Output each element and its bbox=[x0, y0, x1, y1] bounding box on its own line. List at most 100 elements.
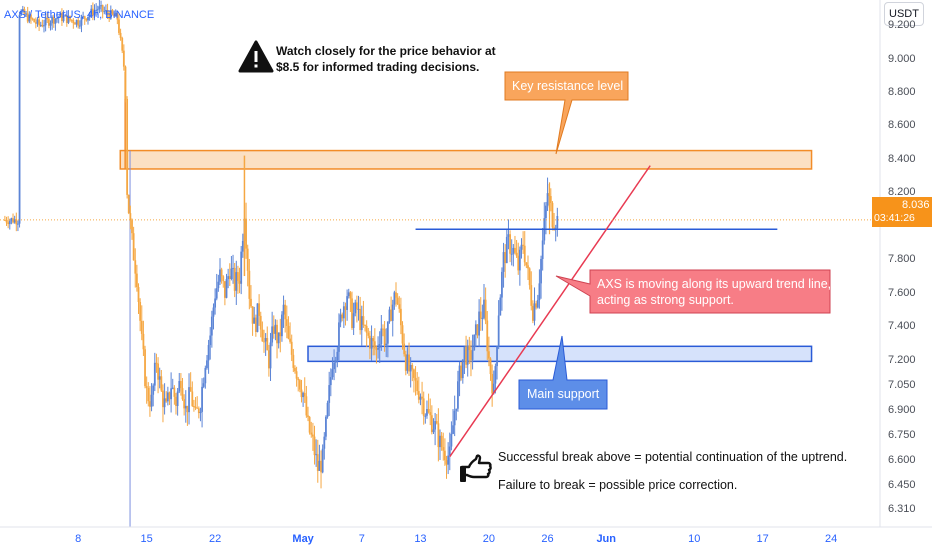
candle-body bbox=[166, 392, 169, 402]
candle-body bbox=[21, 9, 24, 12]
candle-body bbox=[196, 407, 199, 409]
candle-body bbox=[28, 14, 31, 22]
candle-body bbox=[390, 309, 393, 321]
candle-body bbox=[258, 303, 261, 316]
candle-body bbox=[373, 341, 376, 349]
candle-body bbox=[41, 24, 44, 27]
candle-body bbox=[241, 241, 244, 252]
candle-body bbox=[496, 346, 498, 367]
candle-body bbox=[435, 421, 438, 424]
candle-body bbox=[168, 392, 171, 400]
candle-body bbox=[266, 338, 269, 351]
candle-body bbox=[439, 435, 441, 448]
candle-body bbox=[82, 16, 85, 18]
current-price-value: 8.036 bbox=[902, 199, 930, 211]
x-tick-label: 8 bbox=[75, 533, 82, 545]
candle-body bbox=[149, 401, 151, 407]
candle-body bbox=[471, 350, 474, 360]
candle-body bbox=[197, 408, 200, 414]
resistance-zone bbox=[119, 149, 813, 170]
candle-body bbox=[20, 11, 23, 15]
candle-body bbox=[372, 338, 375, 342]
candle-body bbox=[307, 415, 309, 418]
candle-body bbox=[194, 406, 197, 408]
warning-note: Watch closely for the price behavior at … bbox=[276, 43, 496, 75]
candle-body bbox=[75, 20, 78, 25]
candle-body bbox=[98, 6, 101, 10]
candle-body bbox=[316, 454, 319, 471]
candle-body bbox=[333, 362, 335, 370]
candle-body bbox=[530, 285, 533, 306]
candle-body bbox=[338, 322, 340, 352]
resistance-callout-label: Key resistance level bbox=[512, 79, 624, 93]
candle-body bbox=[85, 18, 88, 21]
x-tick-label: 15 bbox=[140, 533, 153, 545]
candle-body bbox=[478, 311, 481, 336]
candle-body bbox=[517, 255, 520, 271]
candle-body bbox=[83, 16, 86, 19]
candle-body bbox=[116, 12, 119, 20]
candle-body bbox=[336, 351, 339, 361]
warning-line-2: $8.5 for informed trading decisions. bbox=[276, 60, 480, 74]
candle-body bbox=[305, 396, 308, 416]
candle-body bbox=[463, 346, 466, 360]
candle-body bbox=[417, 391, 420, 400]
candle-body bbox=[321, 448, 324, 473]
candle-body bbox=[419, 396, 422, 400]
candle-body bbox=[427, 409, 430, 413]
candle-body bbox=[499, 297, 502, 316]
candle-body bbox=[131, 220, 133, 234]
candle-body bbox=[162, 390, 164, 408]
candle-body bbox=[292, 354, 295, 368]
candle-body bbox=[210, 316, 213, 336]
warning-line-1: Watch closely for the price behavior at bbox=[276, 44, 496, 58]
currency-button[interactable]: USDT bbox=[884, 2, 924, 26]
candle-body bbox=[501, 271, 503, 298]
candle-body bbox=[474, 324, 477, 335]
candle-body bbox=[522, 244, 525, 246]
candle-body bbox=[465, 346, 467, 365]
candle-body bbox=[287, 325, 290, 339]
failure-note: Failure to break = possible price correc… bbox=[498, 478, 738, 492]
candle-body bbox=[93, 10, 96, 16]
trend-callout-line-2: acting as strong support. bbox=[597, 293, 734, 307]
candle-body bbox=[90, 8, 93, 15]
candle-body bbox=[80, 17, 83, 26]
candle-body bbox=[331, 369, 334, 378]
candle-body bbox=[362, 316, 365, 325]
x-tick-label: 24 bbox=[824, 533, 838, 545]
candle-body bbox=[272, 326, 275, 334]
x-tick-label: May bbox=[292, 533, 314, 545]
x-tick-label: 7 bbox=[358, 533, 365, 545]
candle-body bbox=[276, 324, 278, 344]
x-tick-label: 10 bbox=[688, 533, 701, 545]
candle-body bbox=[492, 383, 495, 394]
candle-body bbox=[504, 252, 507, 263]
candle-body bbox=[237, 272, 239, 281]
candle-body bbox=[328, 385, 331, 403]
candle-body bbox=[294, 367, 296, 372]
candle-body bbox=[470, 350, 472, 360]
candle-body bbox=[108, 13, 111, 19]
candle-body bbox=[52, 17, 55, 24]
candle-body bbox=[360, 316, 363, 331]
candle-body bbox=[282, 304, 285, 315]
y-tick-label: 7.400 bbox=[888, 320, 916, 333]
candle-body bbox=[430, 415, 433, 433]
candle-body bbox=[520, 244, 523, 250]
candle-body bbox=[57, 17, 60, 19]
y-tick-label: 8.400 bbox=[888, 152, 916, 165]
candle-body bbox=[491, 374, 494, 394]
candle-body bbox=[334, 360, 337, 363]
candle-body bbox=[91, 8, 94, 16]
candle-body bbox=[51, 17, 54, 24]
candle-body bbox=[527, 265, 529, 269]
candle-body bbox=[127, 194, 130, 214]
candle-body bbox=[7, 222, 10, 225]
candle-body bbox=[364, 324, 366, 326]
lines bbox=[0, 165, 880, 458]
candle-body bbox=[489, 358, 492, 375]
candle-body bbox=[385, 343, 388, 346]
candle-body bbox=[375, 348, 378, 350]
